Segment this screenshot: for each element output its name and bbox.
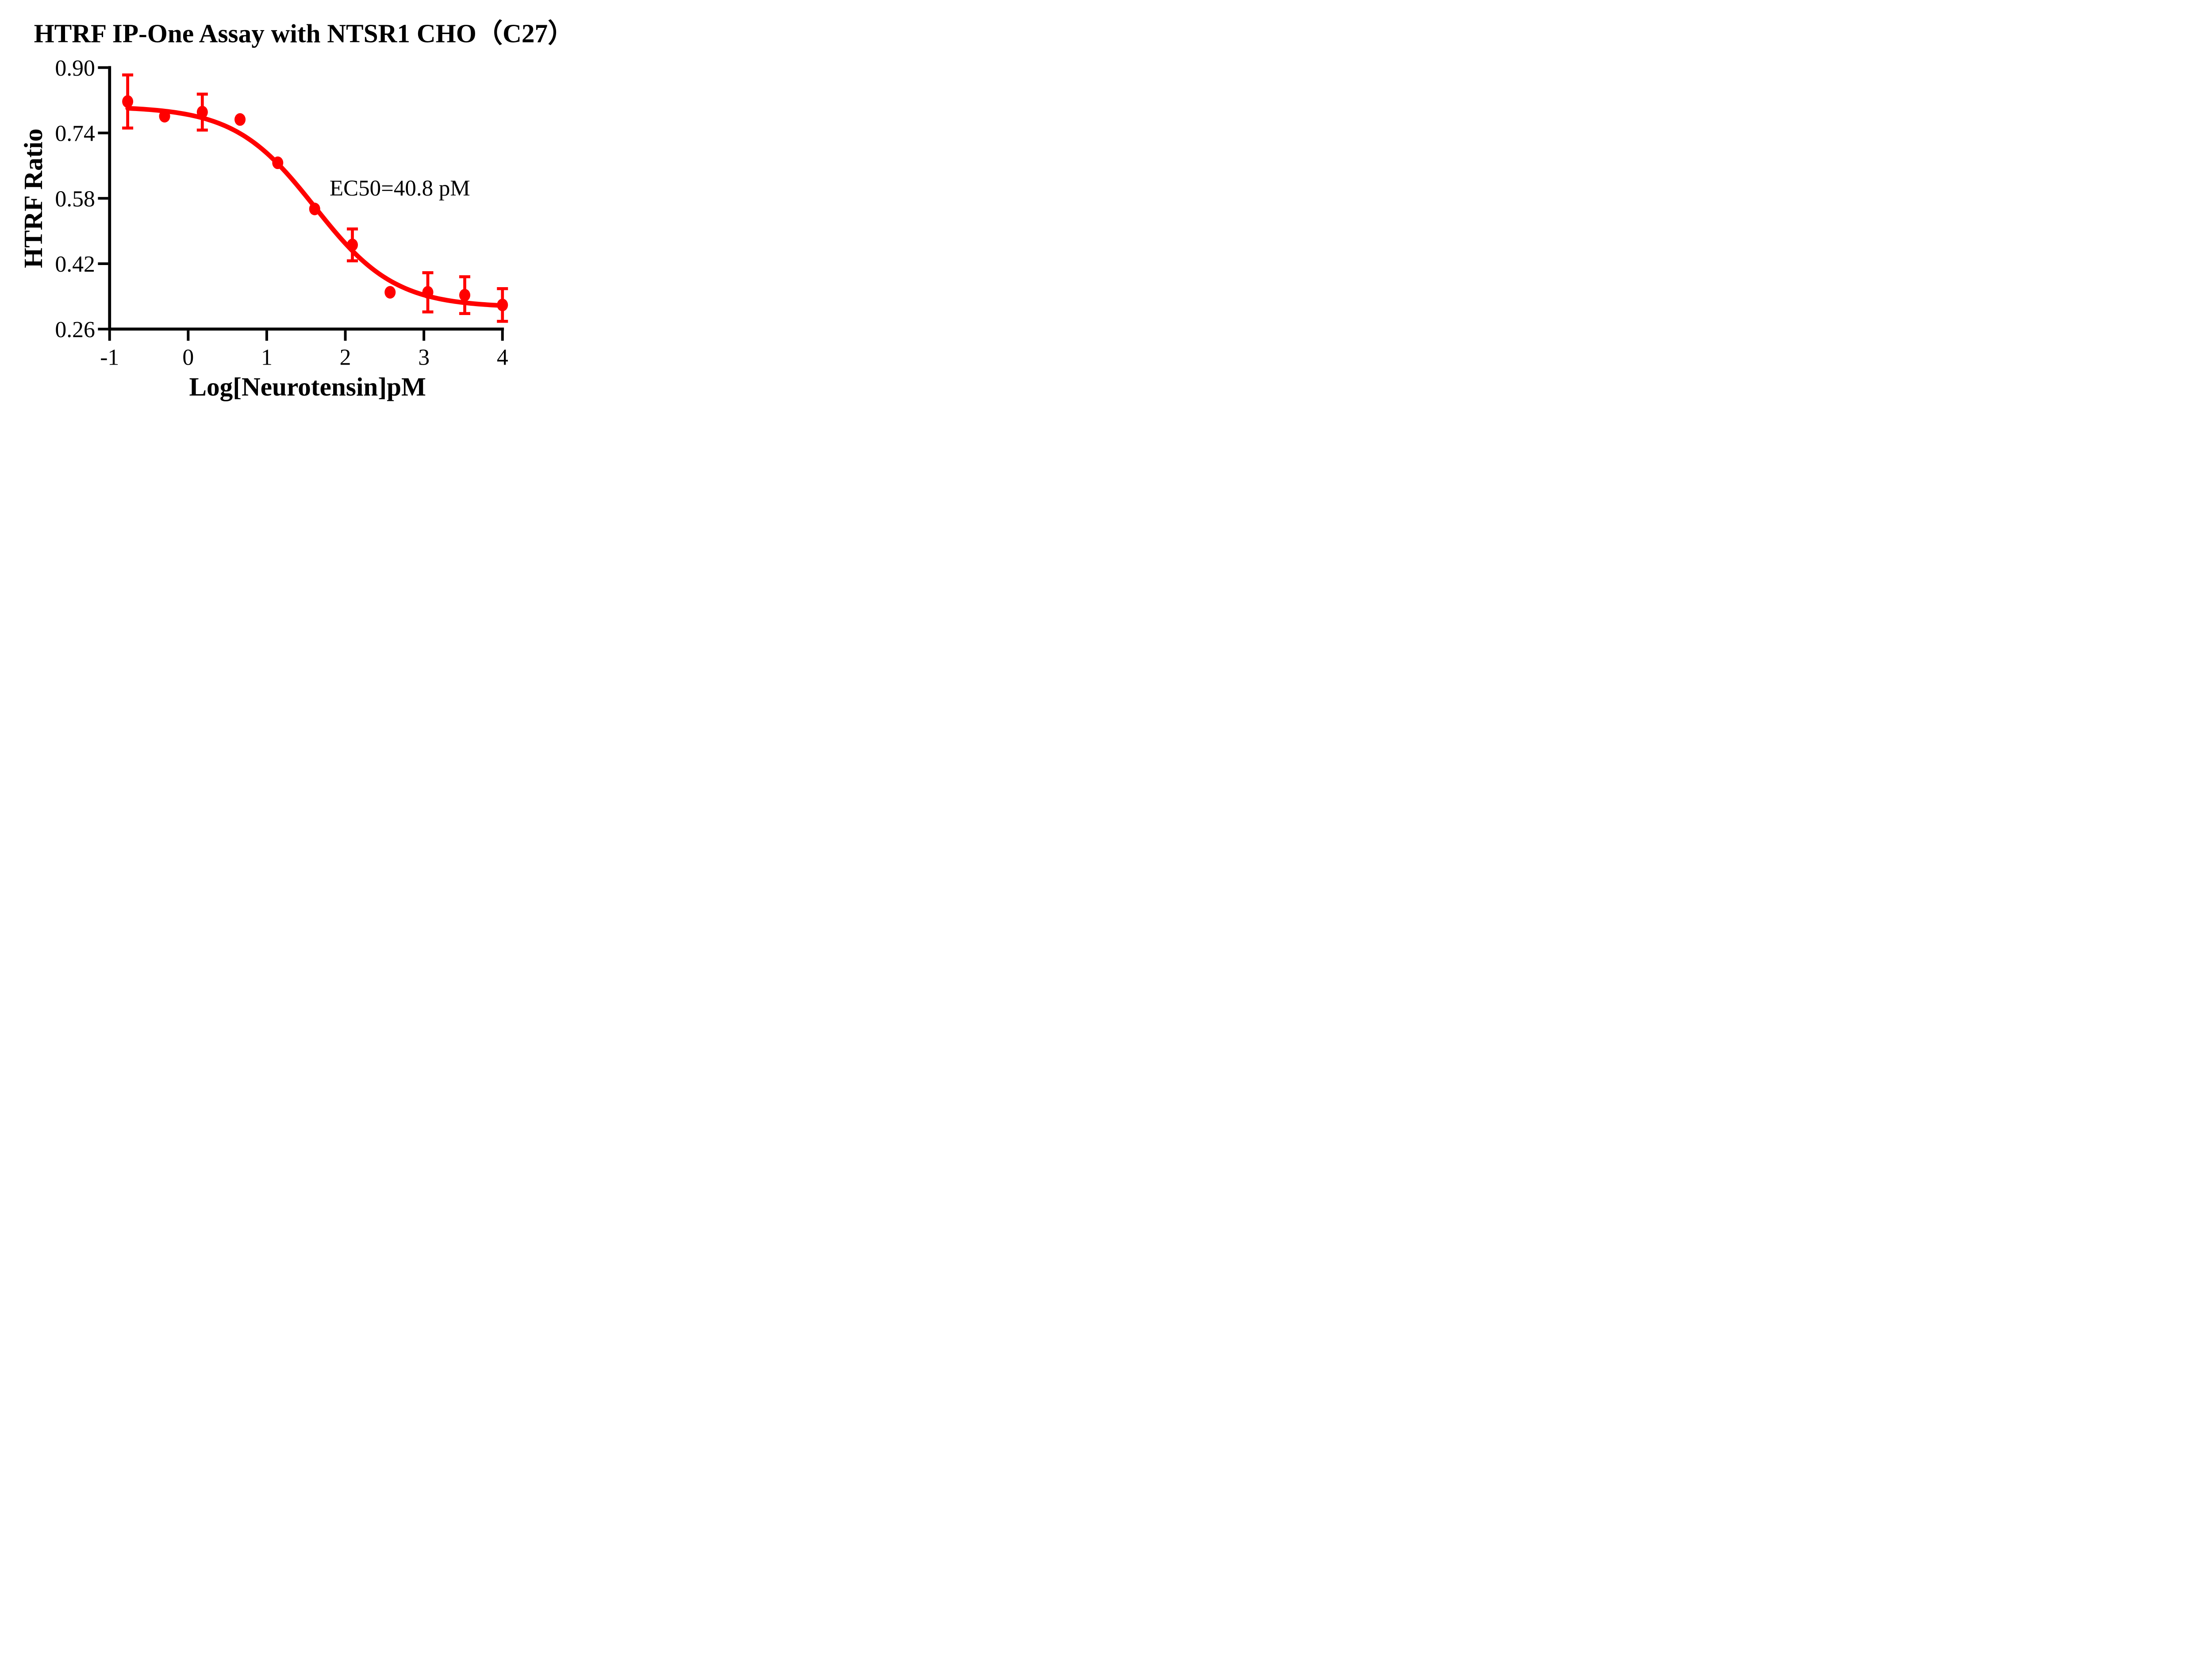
data-point [196, 106, 208, 119]
data-point [497, 299, 508, 311]
data-point [459, 288, 471, 302]
chart-figure: HTRF IP-One Assay with NTSR1 CHO（C27） HT… [0, 0, 577, 419]
x-axis-label: Log[Neurotensin]pM [189, 372, 426, 401]
data-point [159, 110, 170, 123]
chart-title: HTRF IP-One Assay with NTSR1 CHO（C27） [34, 19, 574, 48]
data-point [122, 95, 134, 108]
y-tick-label: 0.90 [55, 56, 95, 81]
data-point [234, 113, 246, 126]
x-tick-label: 1 [261, 345, 273, 370]
y-tick-label: 0.74 [55, 121, 95, 146]
data-point [384, 286, 396, 299]
x-tick-label: 3 [418, 345, 430, 370]
data-point [272, 156, 284, 169]
series-layer [122, 73, 508, 323]
data-point [422, 286, 434, 299]
axes: 0.90 0.74 0.58 0.42 0.26-1 0 1 2 3 4 [55, 56, 508, 370]
x-tick-label: 0 [182, 345, 194, 370]
y-tick-label: 0.26 [55, 317, 95, 342]
data-point [309, 203, 320, 215]
dose-response-chart: HTRF IP-One Assay with NTSR1 CHO（C27） HT… [0, 0, 577, 419]
x-tick-label: 2 [340, 345, 351, 370]
ec50-annotation: EC50=40.8 pM [330, 176, 470, 201]
y-axis-label: HTRF Ratio [19, 129, 48, 268]
x-tick-label: 4 [497, 345, 508, 370]
x-tick-label: -1 [100, 345, 119, 370]
y-tick-label: 0.42 [55, 252, 95, 277]
y-tick-label: 0.58 [55, 186, 95, 211]
data-point [347, 238, 358, 251]
